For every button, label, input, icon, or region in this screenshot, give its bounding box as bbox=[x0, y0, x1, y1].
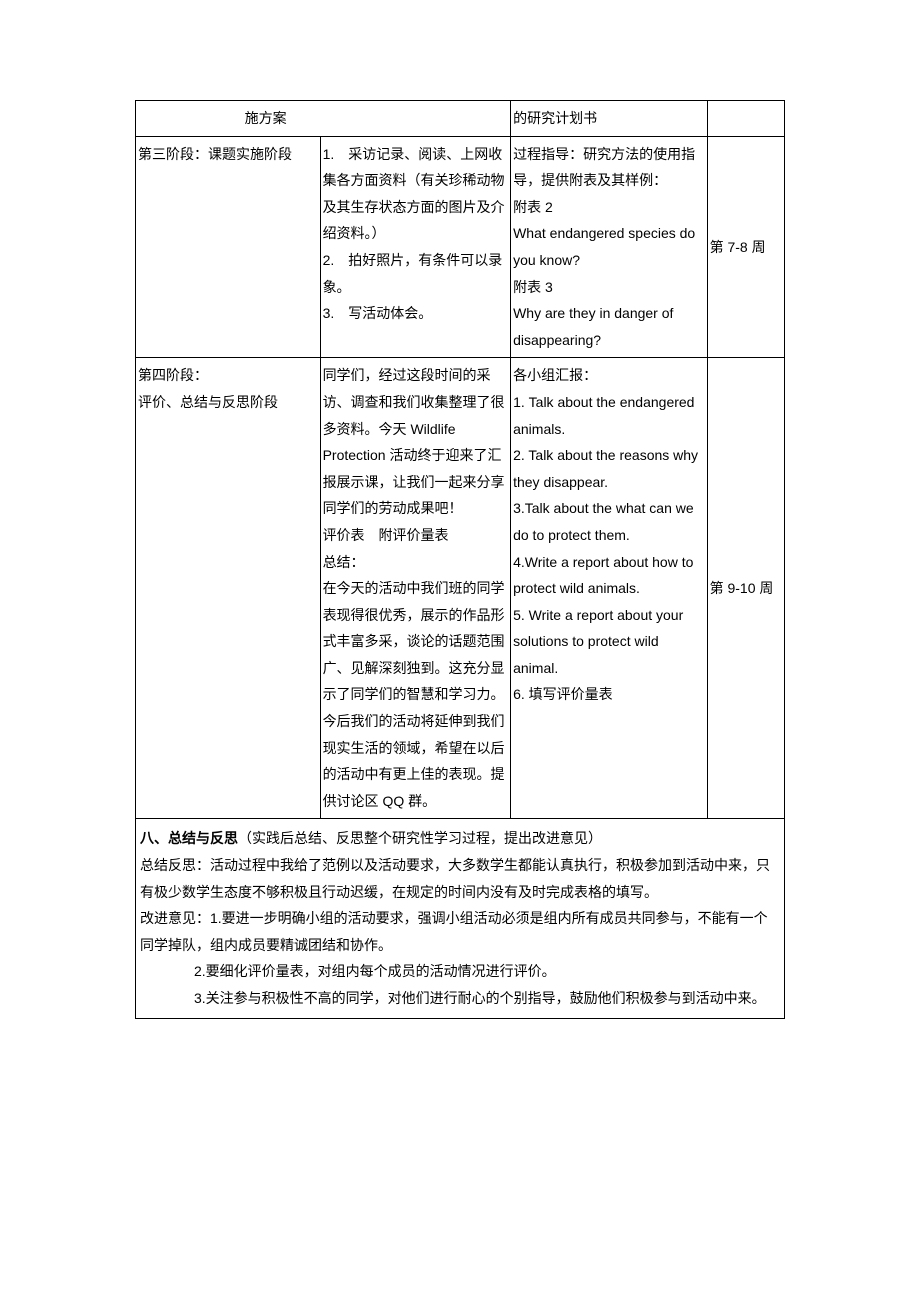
table-row: 第三阶段：课题实施阶段 1. 采访记录、阅读、上网收集各方面资料（有关珍稀动物及… bbox=[136, 136, 785, 358]
summary-improvement1: 改进意见：1.要进一步明确小组的活动要求，强调小组活动必须是组内所有成员共同参与… bbox=[140, 905, 780, 958]
summary-improvement3: 3.关注参与积极性不高的同学，对他们进行耐心的个别指导，鼓励他们积极参与到活动中… bbox=[140, 985, 780, 1012]
cell-phase3-guidance: 过程指导：研究方法的使用指导，提供附表及其样例： 附表 2 What endan… bbox=[511, 136, 707, 358]
cell-phase-col4: 的研究计划书 bbox=[511, 101, 707, 137]
cell-phase3-activities: 1. 采访记录、阅读、上网收集各方面资料（有关珍稀动物及其生存状态方面的图片及介… bbox=[320, 136, 511, 358]
cell-phase3-title: 第三阶段：课题实施阶段 bbox=[136, 136, 321, 358]
cell-phase-col2: 施方案 bbox=[243, 101, 320, 137]
table-row: 八、总结与反思（实践后总结、反思整个研究性学习过程，提出改进意见） 总结反思：活… bbox=[136, 819, 785, 1018]
summary-header-rest: （实践后总结、反思整个研究性学习过程，提出改进意见） bbox=[238, 830, 602, 846]
cell-phase-col1 bbox=[136, 101, 243, 137]
cell-phase4-guidance: 各小组汇报： 1. Talk about the endangered anim… bbox=[511, 358, 707, 819]
table-row: 施方案 的研究计划书 bbox=[136, 101, 785, 137]
lesson-plan-table: 施方案 的研究计划书 第三阶段：课题实施阶段 1. 采访记录、阅读、上网收集各方… bbox=[135, 100, 785, 1019]
cell-phase-col5 bbox=[707, 101, 784, 137]
summary-header: 八、总结与反思（实践后总结、反思整个研究性学习过程，提出改进意见） bbox=[140, 825, 780, 852]
cell-phase3-time: 第 7-8 周 bbox=[707, 136, 784, 358]
summary-improvement2: 2.要细化评价量表，对组内每个成员的活动情况进行评价。 bbox=[140, 958, 780, 985]
cell-phase4-title: 第四阶段： 评价、总结与反思阶段 bbox=[136, 358, 321, 819]
summary-reflection: 总结反思：活动过程中我给了范例以及活动要求，大多数学生都能认真执行，积极参加到活… bbox=[140, 852, 780, 905]
cell-phase4-time: 第 9-10 周 bbox=[707, 358, 784, 819]
cell-summary: 八、总结与反思（实践后总结、反思整个研究性学习过程，提出改进意见） 总结反思：活… bbox=[136, 819, 785, 1018]
cell-phase4-activities: 同学们，经过这段时间的采访、调查和我们收集整理了很多资料。今天 Wildlife… bbox=[320, 358, 511, 819]
table-row: 第四阶段： 评价、总结与反思阶段 同学们，经过这段时间的采访、调查和我们收集整理… bbox=[136, 358, 785, 819]
summary-header-bold: 八、总结与反思 bbox=[140, 830, 238, 846]
cell-phase-col3 bbox=[320, 101, 511, 137]
